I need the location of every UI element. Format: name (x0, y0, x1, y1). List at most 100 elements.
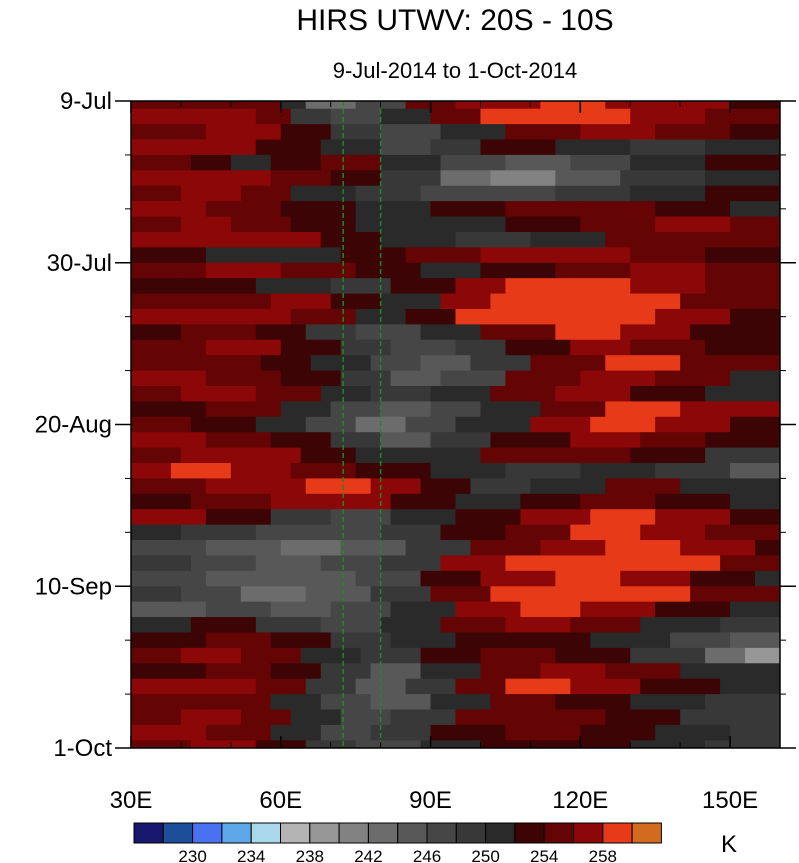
contour-cell (655, 216, 731, 233)
contour-cell (131, 632, 207, 649)
contour-cell (730, 370, 780, 387)
colorbar-box (631, 822, 662, 844)
contour-cell (705, 108, 780, 125)
contour-cell (131, 416, 192, 433)
contour-cell (720, 617, 780, 634)
contour-cell (255, 324, 307, 341)
contour-cell (330, 278, 392, 295)
contour-cell (555, 170, 621, 187)
x-axis: 30E 60E 90E 120E 150E (110, 101, 781, 814)
contour-cell (520, 601, 581, 618)
colorbar-box (338, 822, 369, 844)
contour-cell (530, 308, 591, 325)
contour-cell (405, 416, 457, 433)
contour-cell (490, 694, 556, 711)
contour-cell (390, 709, 457, 726)
contour-cell (430, 432, 492, 449)
contour-cell (340, 540, 407, 557)
colorbar-box (309, 822, 340, 844)
contour-cell (370, 355, 422, 372)
contour-cell (705, 278, 780, 295)
contour-cell (240, 586, 307, 603)
contour-cell (730, 463, 780, 480)
contour-cell (630, 185, 706, 202)
units-label: K (721, 831, 737, 858)
colorbar-label: 238 (296, 847, 324, 863)
colorbar-box (192, 822, 223, 844)
contour-cell (180, 278, 257, 295)
contour-cell (690, 586, 780, 603)
contour-cell (270, 694, 322, 711)
contour-cell (330, 401, 382, 418)
contour-cell (205, 247, 282, 264)
contour-cell (131, 709, 182, 726)
contour-cell (505, 463, 581, 480)
contour-cell (290, 108, 332, 125)
contour-cell (630, 278, 706, 295)
contour-cell (131, 555, 192, 572)
contour-cell (630, 647, 706, 664)
contour-cell (605, 478, 681, 495)
contour-cell (205, 401, 282, 418)
contour-cell (355, 308, 407, 325)
contour-cell (270, 724, 322, 741)
contour-cell (745, 647, 780, 664)
contour-cell (380, 401, 432, 418)
contour-cell (131, 308, 222, 325)
contour-cell (655, 308, 731, 325)
contour-cell (655, 509, 731, 526)
contour-cell (705, 447, 780, 464)
contour-cell (380, 432, 432, 449)
colorbar-label: 250 (471, 847, 499, 863)
contour-cell (355, 185, 422, 202)
contour-cell (430, 463, 507, 480)
contour-cell (205, 694, 272, 711)
y-tick-label: 1-Oct (53, 735, 112, 762)
contour-cell (190, 416, 257, 433)
contour-cell (455, 278, 507, 295)
colorbar-box (367, 822, 399, 844)
contour-cell (270, 432, 332, 449)
colorbar-box (162, 822, 194, 844)
contour-cell (131, 432, 207, 449)
contour-cell (570, 617, 641, 634)
contour-cell (305, 586, 372, 603)
contour-cell (505, 617, 571, 634)
contour-cell (555, 139, 631, 156)
contour-cell (131, 101, 182, 110)
contour-cell (605, 293, 681, 310)
contour-cell (320, 139, 382, 156)
contour-cell (355, 201, 432, 218)
contour-cell (205, 509, 272, 526)
contour-cell (180, 447, 242, 464)
contour-cell (330, 170, 382, 187)
contour-cell (380, 108, 432, 125)
contour-cell (555, 586, 621, 603)
contour-cell (440, 124, 507, 141)
contour-cell (670, 632, 731, 649)
contour-cell (240, 447, 302, 464)
contour-cell (570, 339, 631, 356)
contour-cell (555, 694, 631, 711)
contour-cell (655, 463, 731, 480)
contour-cell (320, 231, 382, 248)
contour-cell (131, 185, 182, 202)
contour-cell (505, 678, 571, 695)
contour-cell (280, 124, 332, 141)
contour-cell (540, 101, 606, 110)
contour-cell (131, 339, 207, 356)
contour-cell (705, 694, 780, 711)
contour-cell (430, 401, 482, 418)
contour-cell (131, 663, 207, 680)
contour-cell (730, 216, 780, 233)
contour-cell (131, 139, 182, 156)
contour-cell (640, 678, 721, 695)
contour-cell (131, 170, 207, 187)
contour-cell (255, 139, 322, 156)
contour-cell (305, 324, 357, 341)
contour-cell (255, 278, 332, 295)
plot-area (131, 101, 780, 748)
contour-cell (455, 493, 521, 510)
contour-cell (190, 678, 257, 695)
contour-cell (480, 247, 556, 264)
